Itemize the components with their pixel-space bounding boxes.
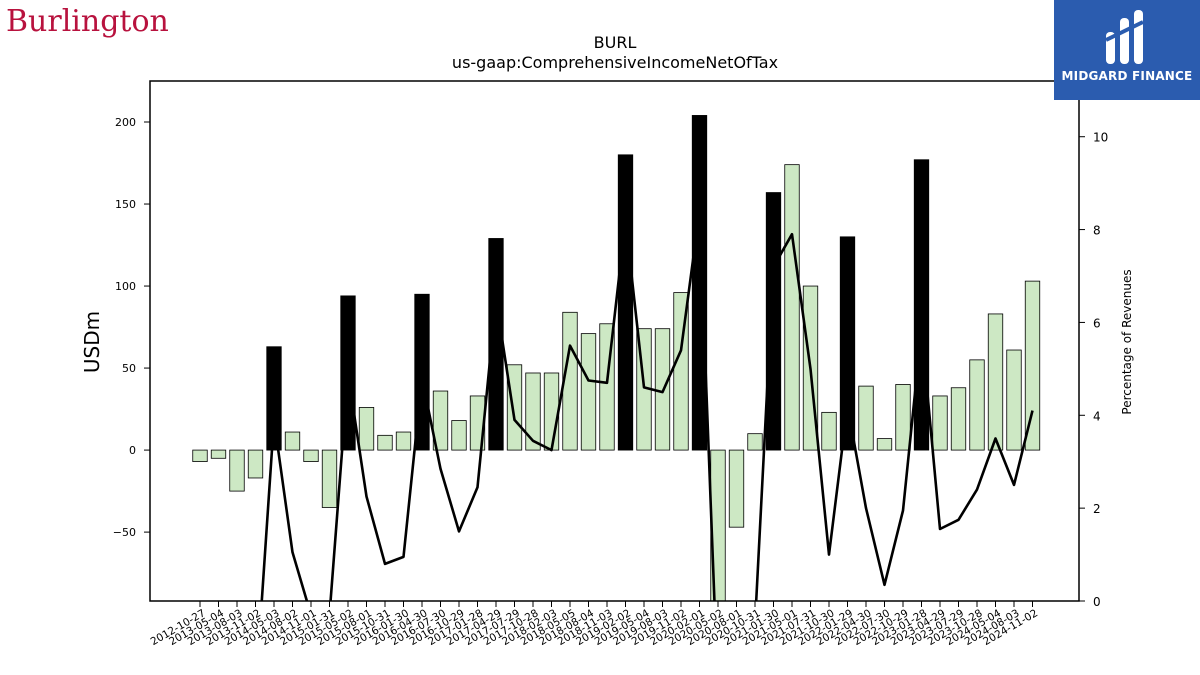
y-axis: −50 0 50 100 150 200 [113, 116, 150, 539]
quarter-bar [543, 372, 560, 451]
quarter-bar [950, 387, 967, 451]
y2-tick-label: 2 [1093, 502, 1101, 516]
y-tick-label: −50 [113, 526, 136, 539]
quarter-bar [395, 431, 412, 451]
quarter-bar [858, 385, 874, 451]
midgard-finance-logo: MIDGARD FINANCE [1054, 0, 1200, 100]
quarter-bar [728, 449, 745, 528]
y2-tick-label: 6 [1093, 316, 1101, 330]
y2-axis: 0 2 4 6 8 10 [1079, 131, 1108, 609]
annual-bar [839, 236, 856, 451]
quarter-bar [821, 411, 837, 451]
quarter-bar [580, 333, 597, 451]
y2-tick-label: 0 [1093, 595, 1101, 609]
quarter-bar [284, 431, 301, 451]
plot-frame [149, 80, 1080, 602]
quarter-bar [1024, 280, 1041, 451]
quarter-bar [432, 390, 449, 451]
burlington-logo-text: Burlington [6, 4, 169, 39]
x-axis: 2012-10-272013-05-042013-08-032013-11-02… [149, 601, 1040, 648]
annual-bar [691, 115, 708, 451]
annual-bar [266, 346, 282, 451]
quarter-bar [321, 449, 338, 508]
quarter-bar [969, 359, 985, 451]
y-tick-label: 0 [129, 444, 136, 457]
quarter-bar [1006, 349, 1022, 451]
annual-bar [913, 159, 930, 451]
quarter-bar [210, 449, 227, 459]
pct-line-layer [260, 209, 1034, 601]
quarter-bar [303, 449, 319, 462]
quarter-bar [451, 420, 467, 451]
y2-tick-label: 10 [1093, 131, 1108, 145]
bar-series [192, 115, 1041, 601]
pct-of-revenues-line [260, 209, 1034, 601]
quarter-bar [932, 395, 948, 451]
quarter-bar [525, 372, 541, 451]
chart-subtitle: us-gaap:ComprehensiveIncomeNetOfTax [452, 53, 778, 72]
midgard-emblem-icon [1105, 10, 1144, 64]
quarter-bar [506, 364, 523, 451]
burlington-logo: Burlington [6, 4, 169, 39]
y-axis-label: USDm [80, 311, 104, 373]
quarter-bar [895, 384, 911, 451]
y-tick-label: 200 [115, 116, 136, 129]
annual-bar [617, 154, 634, 451]
y2-tick-label: 4 [1093, 409, 1101, 423]
quarter-bar [358, 407, 375, 451]
chart-title: BURL [594, 33, 637, 52]
quarter-bar [987, 313, 1004, 451]
quarter-bar [229, 449, 245, 492]
quarter-bar [192, 449, 208, 462]
quarter-bar [784, 164, 800, 451]
midgard-logo-text: MIDGARD FINANCE [1061, 69, 1193, 83]
y-tick-label: 50 [122, 362, 136, 375]
quarter-bar [247, 449, 264, 479]
y2-axis-label: Percentage of Revenues [1120, 269, 1134, 414]
quarter-bar [747, 433, 763, 451]
y-tick-label: 100 [115, 280, 136, 293]
y2-tick-label: 8 [1093, 224, 1101, 238]
annual-bar [765, 192, 782, 451]
quarter-bar [377, 434, 393, 451]
quarter-bar [876, 438, 893, 451]
y-tick-label: 150 [115, 198, 136, 211]
